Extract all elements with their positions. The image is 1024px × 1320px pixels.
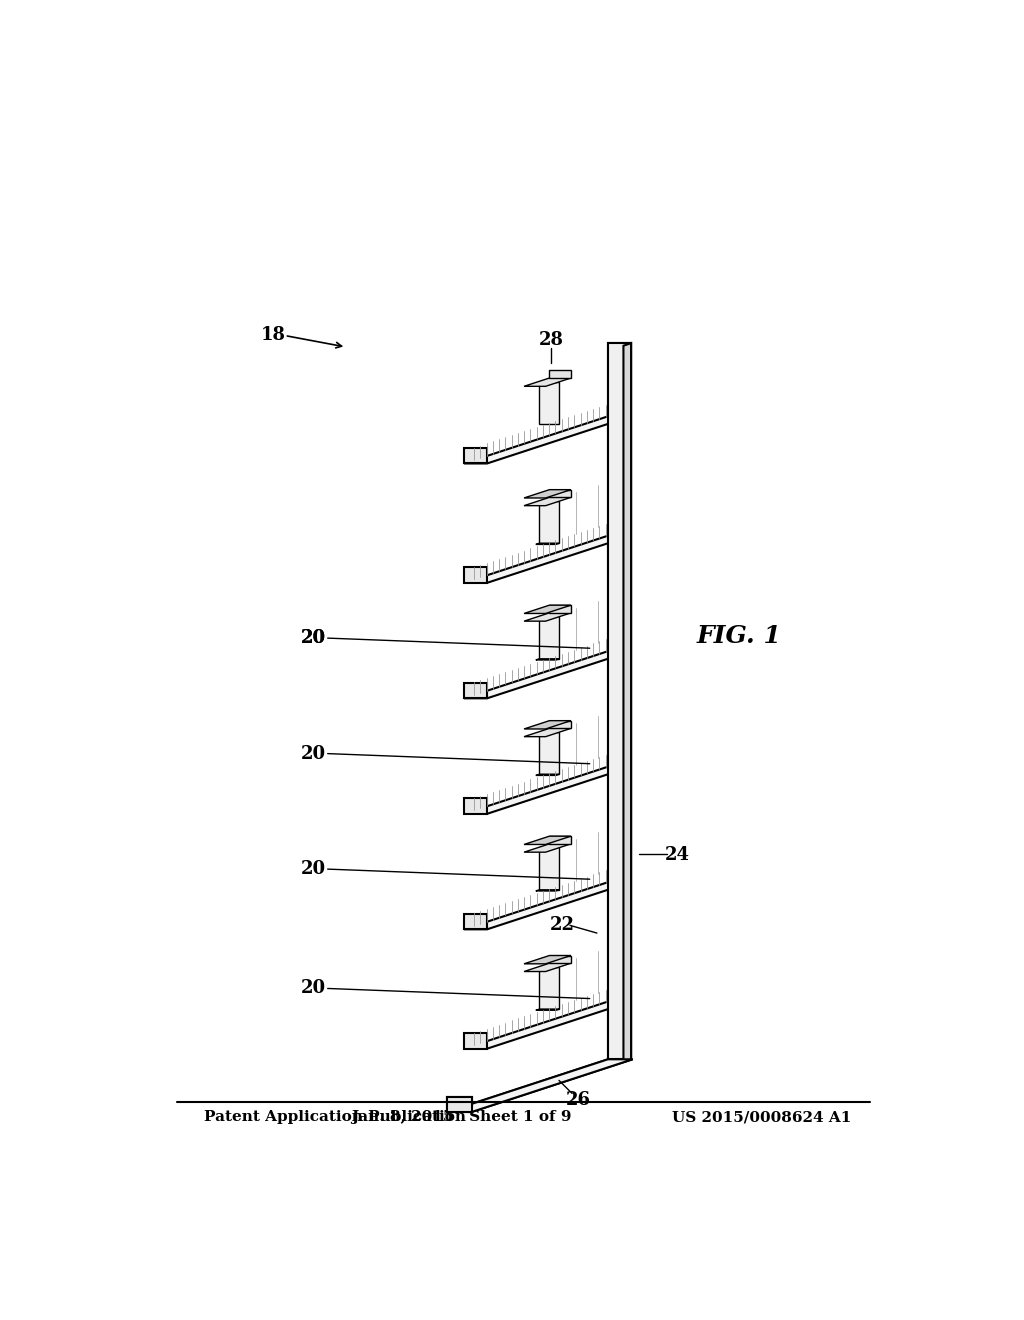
Polygon shape (464, 416, 631, 463)
Polygon shape (550, 371, 571, 378)
Text: 20: 20 (301, 630, 327, 647)
Polygon shape (540, 381, 559, 424)
Text: 22: 22 (550, 916, 574, 935)
Polygon shape (524, 836, 571, 845)
Polygon shape (464, 1034, 487, 1048)
Polygon shape (524, 605, 571, 614)
Text: 24: 24 (665, 846, 690, 865)
Text: US 2015/0008624 A1: US 2015/0008624 A1 (673, 1110, 852, 1125)
Polygon shape (540, 616, 559, 659)
Polygon shape (464, 913, 487, 929)
Polygon shape (464, 536, 631, 583)
Text: 26: 26 (565, 1090, 591, 1109)
Polygon shape (550, 721, 571, 729)
Polygon shape (464, 651, 631, 698)
Polygon shape (464, 882, 631, 929)
Text: 20: 20 (301, 861, 327, 878)
Polygon shape (524, 964, 571, 972)
Polygon shape (550, 605, 571, 612)
Polygon shape (608, 343, 631, 1059)
Polygon shape (540, 733, 559, 775)
Polygon shape (464, 568, 487, 583)
Polygon shape (524, 490, 571, 498)
Polygon shape (524, 612, 571, 622)
Polygon shape (524, 729, 571, 737)
Polygon shape (447, 1097, 472, 1111)
Polygon shape (550, 956, 571, 964)
Polygon shape (447, 1059, 633, 1111)
Text: 18: 18 (260, 326, 286, 345)
Polygon shape (524, 378, 571, 387)
Polygon shape (464, 767, 631, 814)
Text: 28: 28 (539, 331, 564, 348)
Polygon shape (540, 966, 559, 1010)
Polygon shape (624, 343, 631, 1061)
Polygon shape (540, 502, 559, 544)
Text: Jan. 8, 2015   Sheet 1 of 9: Jan. 8, 2015 Sheet 1 of 9 (351, 1110, 572, 1125)
Polygon shape (540, 847, 559, 890)
Text: Patent Application Publication: Patent Application Publication (204, 1110, 466, 1125)
Polygon shape (524, 498, 571, 506)
Polygon shape (447, 1059, 633, 1111)
Polygon shape (464, 447, 487, 463)
Polygon shape (524, 843, 571, 853)
Text: 20: 20 (301, 744, 327, 763)
Polygon shape (464, 1002, 631, 1048)
Polygon shape (524, 956, 571, 964)
Polygon shape (550, 836, 571, 843)
Polygon shape (464, 682, 487, 698)
Polygon shape (464, 799, 487, 814)
Polygon shape (550, 490, 571, 498)
Polygon shape (624, 343, 631, 1061)
Text: FIG. 1: FIG. 1 (696, 624, 781, 648)
Polygon shape (447, 1097, 472, 1111)
Text: 20: 20 (301, 630, 327, 647)
Polygon shape (524, 721, 571, 729)
Text: 20: 20 (301, 979, 327, 998)
Polygon shape (608, 343, 631, 1059)
